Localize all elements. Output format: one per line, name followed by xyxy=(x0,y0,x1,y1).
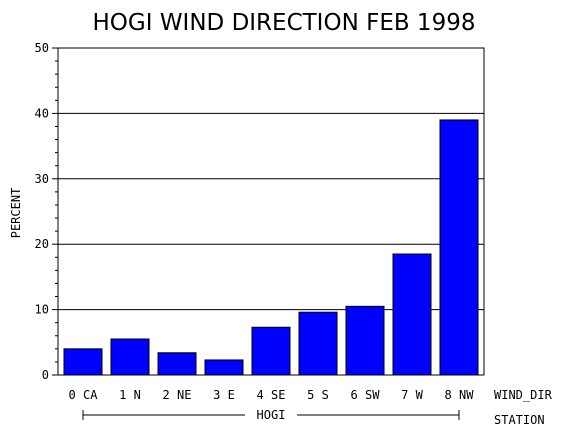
station-axis-label: STATION xyxy=(494,413,545,427)
bar-7 xyxy=(392,253,432,376)
x-tick-label-4: 4 SE xyxy=(257,388,286,402)
chart-title: HOGI WIND DIRECTION FEB 1998 xyxy=(93,10,476,36)
y-tick-label-10: 10 xyxy=(35,303,49,317)
y-tick-label-30: 30 xyxy=(35,172,49,186)
bar-2 xyxy=(157,352,197,376)
bar-4 xyxy=(251,326,291,376)
y-tick-label-40: 40 xyxy=(35,106,49,120)
x-tick-label-8: 8 NW xyxy=(445,388,475,402)
bar-0 xyxy=(63,348,103,376)
y-axis-ticks xyxy=(52,47,58,376)
station-group-bracket: HOGI xyxy=(82,408,460,422)
x-axis-label: WIND_DIR xyxy=(494,388,553,402)
y-axis-tick-labels: 0 10 20 30 40 50 xyxy=(35,41,49,382)
station-group-label: HOGI xyxy=(257,408,286,422)
y-tick-label-20: 20 xyxy=(35,237,49,251)
x-tick-label-2: 2 NE xyxy=(163,388,192,402)
bar-6 xyxy=(345,305,385,376)
plot-frame xyxy=(57,47,485,376)
x-tick-label-6: 6 SW xyxy=(351,388,381,402)
y-tick-label-50: 50 xyxy=(35,41,49,55)
x-tick-label-5: 5 S xyxy=(307,388,329,402)
y-axis-label: PERCENT xyxy=(9,188,23,239)
x-tick-label-0: 0 CA xyxy=(69,388,99,402)
bar-1 xyxy=(110,338,150,376)
y-tick-label-0: 0 xyxy=(42,368,49,382)
bar-5 xyxy=(298,311,338,376)
bars xyxy=(63,119,479,376)
x-tick-label-1: 1 N xyxy=(119,388,141,402)
x-tick-label-7: 7 W xyxy=(401,388,423,402)
x-axis-tick-labels: 0 CA 1 N 2 NE 3 E 4 SE 5 S 6 SW 7 W 8 NW xyxy=(69,388,475,402)
bar-3 xyxy=(204,359,244,376)
x-tick-label-3: 3 E xyxy=(213,388,235,402)
bar-8 xyxy=(439,119,479,376)
